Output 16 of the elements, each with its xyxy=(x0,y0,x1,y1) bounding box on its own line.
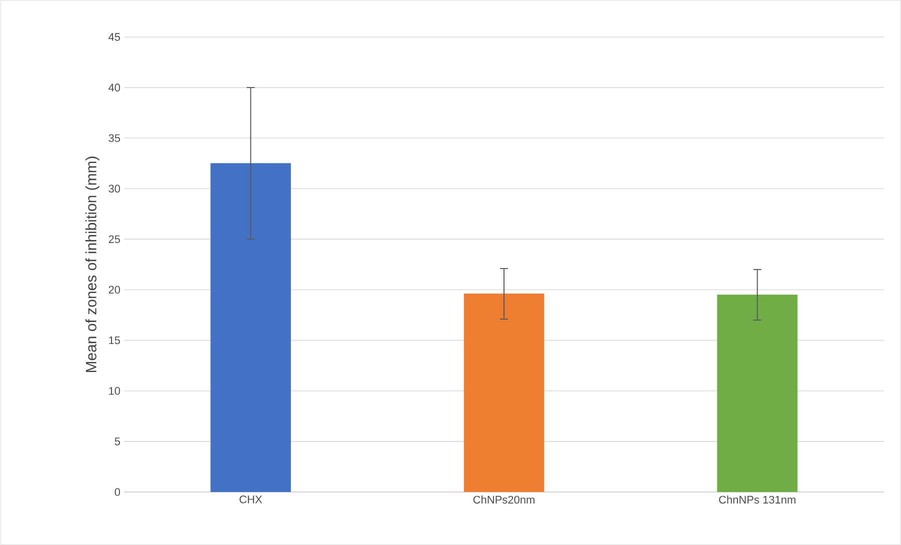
y-tick-label: 35 xyxy=(108,134,120,142)
y-tick-label: 10 xyxy=(109,386,120,395)
y-tick-label: 40 xyxy=(108,84,120,92)
bar xyxy=(210,163,291,492)
x-tick-label: CHX xyxy=(240,496,262,504)
y-tick-label: 5 xyxy=(114,438,120,446)
x-tick-label: ChNPs20nm xyxy=(473,496,534,504)
y-axis-title: Mean of zones of inhibition (mm) xyxy=(85,156,100,372)
y-tick-label: 45 xyxy=(108,33,120,41)
y-tick-label: 0 xyxy=(114,488,120,496)
x-tick-label: ChnNPs 131nm xyxy=(719,496,796,504)
y-tick-label: 25 xyxy=(108,235,120,244)
y-tick-label: 30 xyxy=(108,184,120,193)
bar xyxy=(717,294,798,492)
y-tick-label: 20 xyxy=(108,286,120,294)
y-tick-label: 15 xyxy=(109,336,120,344)
